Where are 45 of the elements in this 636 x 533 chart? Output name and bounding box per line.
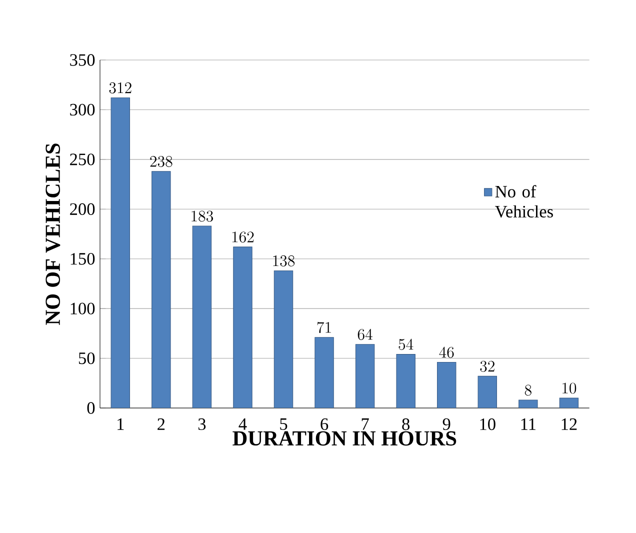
- y-tick-label: 150: [70, 252, 95, 265]
- data-label: 312: [109, 82, 132, 94]
- y-axis-title: NO OF VEHICLES: [46, 143, 60, 325]
- data-label: 138: [273, 255, 295, 266]
- bar: [152, 170, 171, 408]
- data-label: 46: [439, 346, 454, 358]
- x-tick-label: 4: [238, 418, 247, 430]
- data-label: 64: [358, 328, 372, 340]
- bar: [192, 226, 212, 408]
- legend-label: No of Vehicles: [495, 184, 553, 218]
- y-tick-label: 250: [70, 153, 95, 166]
- x-tick-label: 2: [158, 418, 165, 430]
- bar: [274, 270, 294, 408]
- y-tick-label: 350: [70, 54, 95, 66]
- bar: [233, 246, 252, 408]
- x-tick-label: 9: [442, 418, 450, 430]
- y-tick-label: 200: [70, 203, 95, 215]
- data-label: 162: [232, 231, 254, 242]
- x-tick-label: 10: [480, 418, 496, 430]
- x-tick-label: 1: [118, 418, 124, 430]
- bar: [478, 376, 497, 408]
- data-label: 54: [398, 338, 414, 350]
- data-label: 32: [480, 360, 494, 372]
- x-tick-label: 7: [362, 418, 369, 430]
- x-axis-title: DURATION IN HOURS: [232, 431, 456, 446]
- x-tick-label: 8: [402, 418, 410, 430]
- x-tick-label: 6: [320, 418, 328, 430]
- x-tick-label: 3: [198, 418, 206, 430]
- data-label: 238: [150, 156, 172, 167]
- bar: [396, 354, 416, 408]
- data-label: 71: [317, 322, 331, 333]
- data-label: 10: [562, 382, 576, 394]
- x-tick-label: 11: [521, 418, 536, 430]
- y-tick-label: 0: [87, 402, 95, 414]
- y-tick-label: 300: [70, 104, 95, 116]
- x-tick-label: 5: [280, 418, 288, 430]
- x-tick-label: 12: [562, 418, 577, 430]
- data-label: 183: [192, 210, 214, 222]
- y-tick-label: 50: [78, 352, 95, 364]
- bar: [355, 344, 375, 408]
- data-label: 8: [524, 384, 532, 396]
- bar: [110, 97, 130, 408]
- bar: [314, 336, 334, 408]
- y-tick-label: 100: [70, 302, 95, 314]
- bar: [437, 362, 456, 408]
